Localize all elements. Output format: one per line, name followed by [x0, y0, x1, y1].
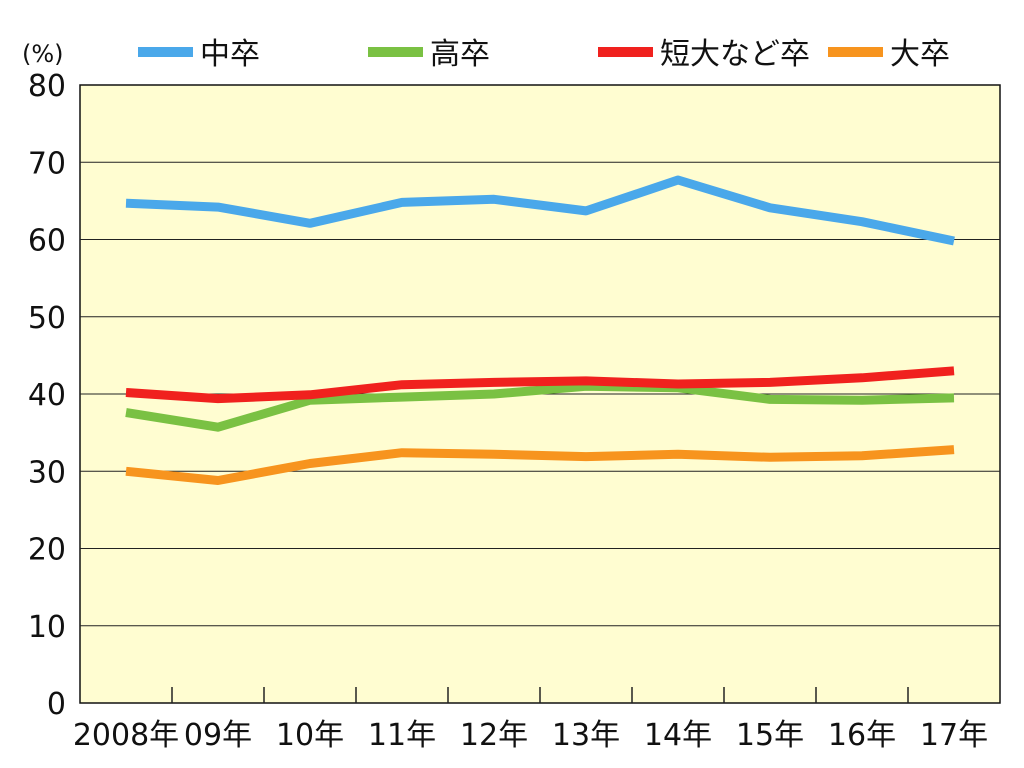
y-tick-label: 80 [28, 69, 66, 104]
legend-label: 中卒 [200, 37, 260, 72]
x-tick-label: 09年 [184, 718, 252, 753]
grid-lines [80, 161, 1000, 627]
legend-label: 高卒 [430, 37, 490, 72]
y-tick-label: 20 [28, 533, 66, 568]
x-tick-label: 17年 [920, 718, 988, 753]
y-tick-label: 60 [28, 224, 66, 259]
x-tick-label: 13年 [552, 718, 620, 753]
y-unit-label: (%) [22, 40, 64, 68]
y-tick-label: 70 [28, 146, 66, 181]
y-tick-label: 50 [28, 301, 66, 336]
series-line-1 [125, 381, 955, 432]
legend-label: 短大など卒 [660, 37, 810, 72]
y-tick-label: 0 [47, 687, 66, 722]
legend: 中卒 高卒 短大など卒 大卒 [138, 37, 950, 72]
y-tick-label: 40 [28, 378, 66, 413]
series-lines [125, 175, 955, 485]
x-tick-label: 14年 [644, 718, 712, 753]
series-line-2 [125, 366, 955, 404]
legend-label: 大卒 [890, 37, 950, 72]
x-tick-label: 11年 [368, 718, 436, 753]
y-tick-label: 30 [28, 455, 66, 490]
y-tick-label: 10 [28, 610, 66, 645]
x-tick-label: 10年 [276, 718, 344, 753]
x-tick-label: 2008年 [73, 718, 179, 753]
series-line-0 [125, 175, 955, 246]
x-axis-ticks: 2008年 09年 10年 11年 12年 13年 14年 15年 16年 17年 [73, 687, 988, 753]
x-tick-label: 12年 [460, 718, 528, 753]
series-line-3 [125, 445, 955, 485]
y-axis-ticks: 0 10 20 30 40 50 60 70 80 [28, 69, 66, 722]
x-tick-label: 16年 [828, 718, 896, 753]
x-tick-label: 15年 [736, 718, 804, 753]
